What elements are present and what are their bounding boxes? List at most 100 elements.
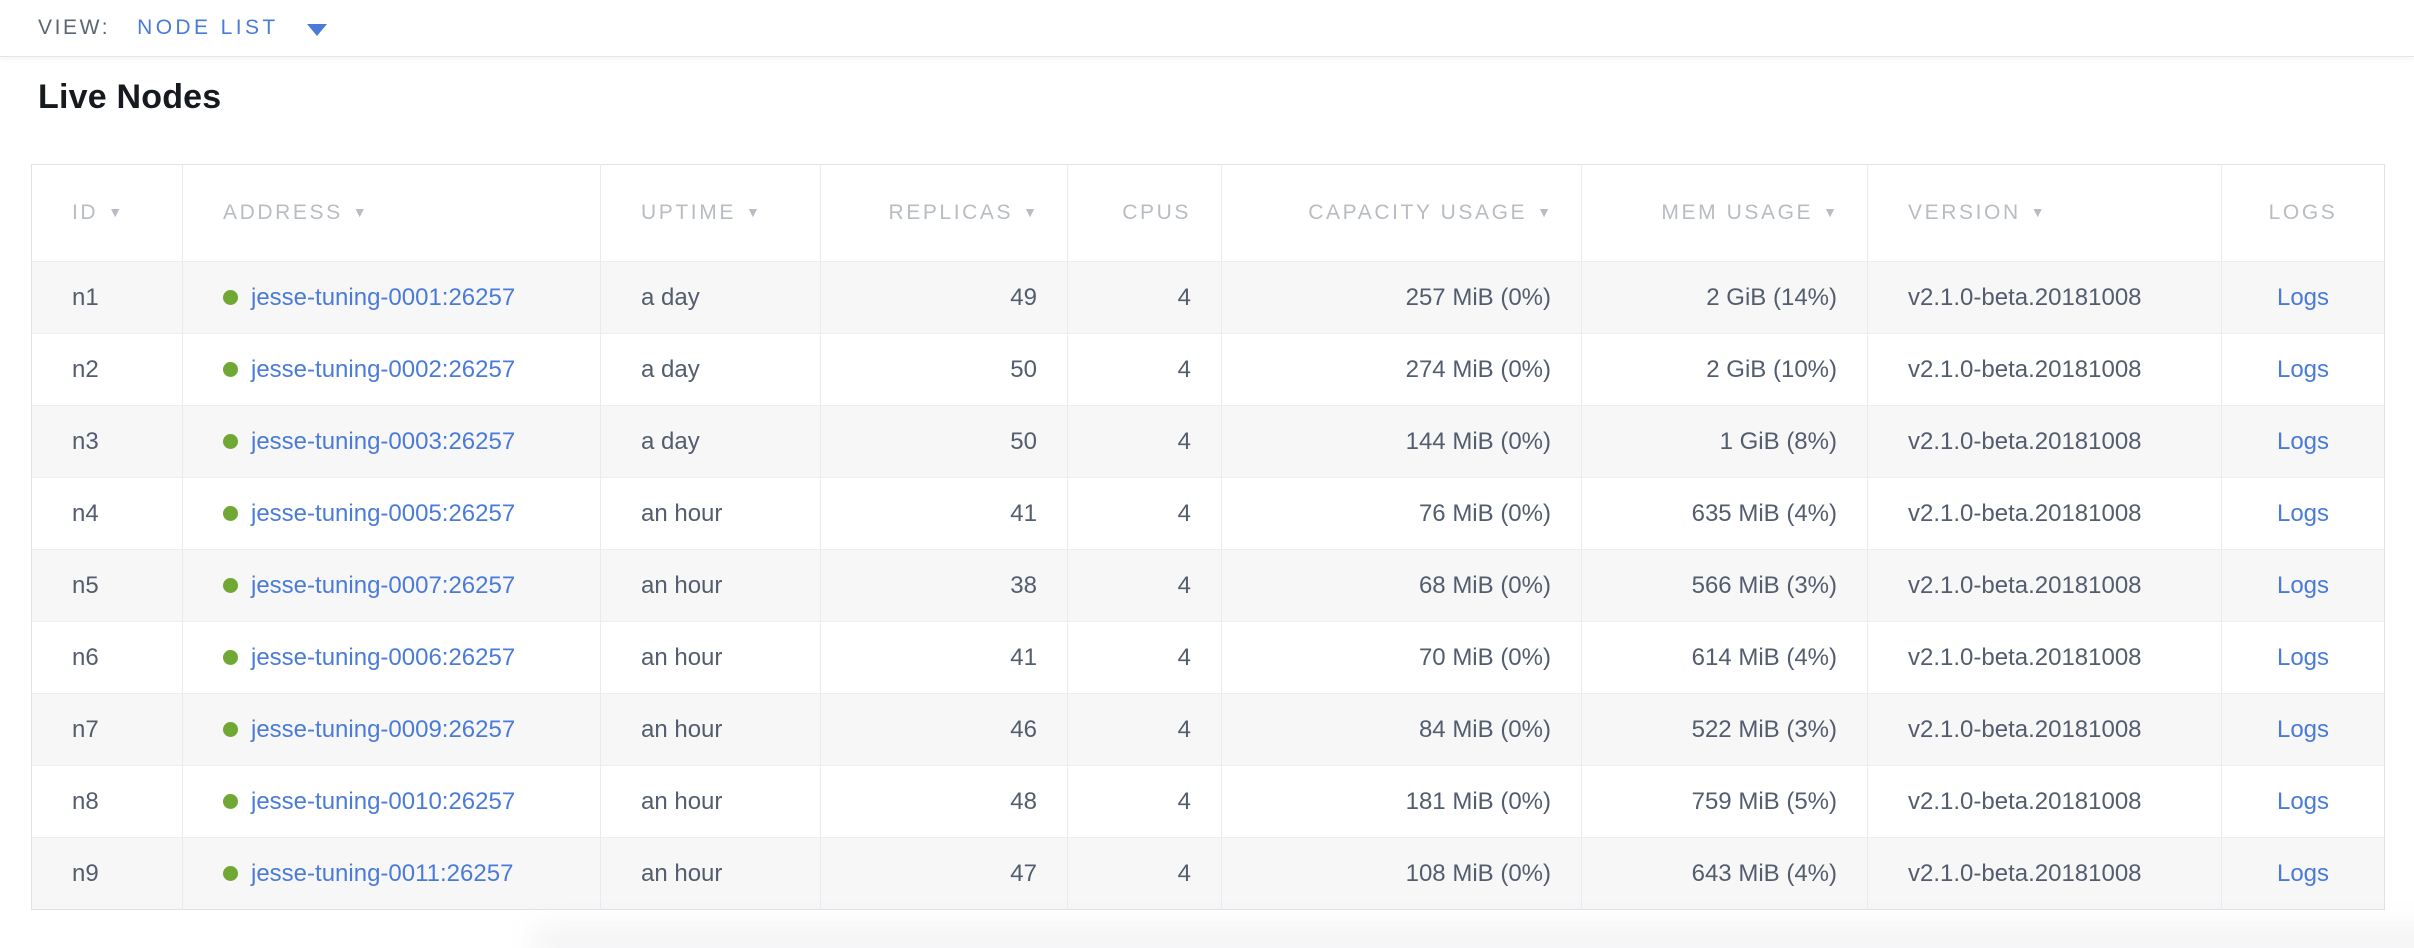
uptime-cell: an hour [600,837,821,910]
node-address-link[interactable]: jesse-tuning-0005:26257 [251,499,516,527]
node-address-link[interactable]: jesse-tuning-0011:26257 [251,859,514,887]
mem_usage-cell: 1 GiB (8%) [1581,405,1868,478]
column-label: ID [72,201,99,224]
column-header-capacity_usage[interactable]: CAPACITY USAGE ▼ [1221,164,1582,262]
below-fold-shadow [530,929,2414,948]
node-row-n8: n8 jesse-tuning-0010:26257 an hour 48 4 181 M… [31,765,2385,838]
node-address-link[interactable]: jesse-tuning-0009:26257 [251,715,516,743]
view-selector-dropdown[interactable]: NODE LIST [137,16,327,40]
address-content: jesse-tuning-0001:26257 [223,284,570,312]
capacity_usage-cell: 70 MiB (0%) [1221,621,1582,694]
node-logs-link[interactable]: Logs [2276,283,2330,311]
node-row-n3: n3 jesse-tuning-0003:26257 a day 50 4 144 MiB… [31,405,2385,478]
node-row-n5: n5 jesse-tuning-0007:26257 an hour 38 4 68 Mi… [31,549,2385,622]
capacity_usage-cell: 108 MiB (0%) [1221,837,1582,910]
capacity_usage-cell: 181 MiB (0%) [1221,765,1582,838]
mem_usage-cell: 2 GiB (10%) [1581,333,1868,406]
logs-cell: Logs [2221,405,2385,478]
node-live-status-icon [223,722,238,737]
logs-cell: Logs [2221,621,2385,694]
cpus-cell: 4 [1067,837,1222,910]
version-cell: v2.1.0-beta.20181008 [1867,333,2222,406]
column-label: REPLICAS [888,201,1014,224]
node-logs-link[interactable]: Logs [2276,643,2330,671]
node-live-status-icon [223,434,238,449]
column-header-address[interactable]: ADDRESS ▼ [182,164,601,262]
node-address-link[interactable]: jesse-tuning-0010:26257 [251,787,516,815]
replicas-cell: 41 [820,621,1068,694]
capacity_usage-cell: 84 MiB (0%) [1221,693,1582,766]
logs-cell: Logs [2221,333,2385,406]
version-cell: v2.1.0-beta.20181008 [1867,693,2222,766]
column-label: LOGS [2268,201,2338,224]
version-cell: v2.1.0-beta.20181008 [1867,405,2222,478]
column-header-uptime[interactable]: UPTIME ▼ [600,164,821,262]
id-cell: n4 [31,477,183,550]
capacity_usage-cell: 274 MiB (0%) [1221,333,1582,406]
node-address-link[interactable]: jesse-tuning-0003:26257 [251,427,516,455]
mem_usage-cell: 2 GiB (14%) [1581,261,1868,334]
address-cell: jesse-tuning-0009:26257 [182,693,601,766]
cpus-cell: 4 [1067,261,1222,334]
logs-cell: Logs [2221,837,2385,910]
uptime-cell: an hour [600,693,821,766]
sort-desc-icon: ▼ [1023,204,1037,220]
node-address-link[interactable]: jesse-tuning-0001:26257 [251,283,516,311]
address-cell: jesse-tuning-0007:26257 [182,549,601,622]
mem_usage-cell: 759 MiB (5%) [1581,765,1868,838]
replicas-cell: 38 [820,549,1068,622]
node-logs-link[interactable]: Logs [2276,859,2330,887]
view-selected-value: NODE LIST [137,16,279,39]
mem_usage-cell: 522 MiB (3%) [1581,693,1868,766]
node-address-link[interactable]: jesse-tuning-0007:26257 [251,571,516,599]
logs-cell: Logs [2221,261,2385,334]
address-cell: jesse-tuning-0011:26257 [182,837,601,910]
address-cell: jesse-tuning-0002:26257 [182,333,601,406]
capacity_usage-cell: 144 MiB (0%) [1221,405,1582,478]
node-row-n9: n9 jesse-tuning-0011:26257 an hour 47 4 108 M… [31,837,2385,910]
node-logs-link[interactable]: Logs [2276,715,2330,743]
replicas-cell: 41 [820,477,1068,550]
address-cell: jesse-tuning-0003:26257 [182,405,601,478]
uptime-cell: a day [600,261,821,334]
capacity_usage-cell: 257 MiB (0%) [1221,261,1582,334]
node-logs-link[interactable]: Logs [2276,427,2330,455]
column-header-mem_usage[interactable]: MEM USAGE ▼ [1581,164,1868,262]
node-address-link[interactable]: jesse-tuning-0002:26257 [251,355,516,383]
replicas-cell: 49 [820,261,1068,334]
node-logs-link[interactable]: Logs [2276,571,2330,599]
column-header-logs: LOGS [2221,164,2385,262]
sort-desc-icon: ▼ [108,204,123,220]
sort-desc-icon: ▼ [352,204,367,220]
version-cell: v2.1.0-beta.20181008 [1867,765,2222,838]
id-cell: n6 [31,621,183,694]
node-logs-link[interactable]: Logs [2276,355,2330,383]
node-live-status-icon [223,794,238,809]
node-live-status-icon [223,362,238,377]
column-header-version[interactable]: VERSION ▼ [1867,164,2222,262]
logs-cell: Logs [2221,765,2385,838]
live-nodes-page: VIEW: NODE LIST Live Nodes ID ▼ ADDRESS ▼ UP… [0,16,2414,948]
address-content: jesse-tuning-0003:26257 [223,428,570,456]
address-content: jesse-tuning-0011:26257 [223,860,570,888]
column-header-id[interactable]: ID ▼ [31,164,183,262]
node-logs-link[interactable]: Logs [2276,787,2330,815]
cpus-cell: 4 [1067,621,1222,694]
node-logs-link[interactable]: Logs [2276,499,2330,527]
logs-cell: Logs [2221,477,2385,550]
node-row-n1: n1 jesse-tuning-0001:26257 a day 49 4 257 MiB… [31,261,2385,334]
address-content: jesse-tuning-0006:26257 [223,644,570,672]
node-address-link[interactable]: jesse-tuning-0006:26257 [251,643,516,671]
column-label: CAPACITY USAGE [1308,201,1528,224]
capacity_usage-cell: 76 MiB (0%) [1221,477,1582,550]
uptime-cell: an hour [600,621,821,694]
node-row-n4: n4 jesse-tuning-0005:26257 an hour 41 4 76 Mi… [31,477,2385,550]
address-cell: jesse-tuning-0001:26257 [182,261,601,334]
caret-down-icon [306,24,327,36]
address-content: jesse-tuning-0009:26257 [223,716,570,744]
live-nodes-table: ID ▼ ADDRESS ▼ UPTIME ▼ REPLICAS ▼ CPUS CAPACITY … [31,164,2385,910]
column-header-replicas[interactable]: REPLICAS ▼ [820,164,1068,262]
column-label: VERSION [1908,201,2021,224]
cpus-cell: 4 [1067,333,1222,406]
sort-desc-icon: ▼ [1537,204,1551,220]
